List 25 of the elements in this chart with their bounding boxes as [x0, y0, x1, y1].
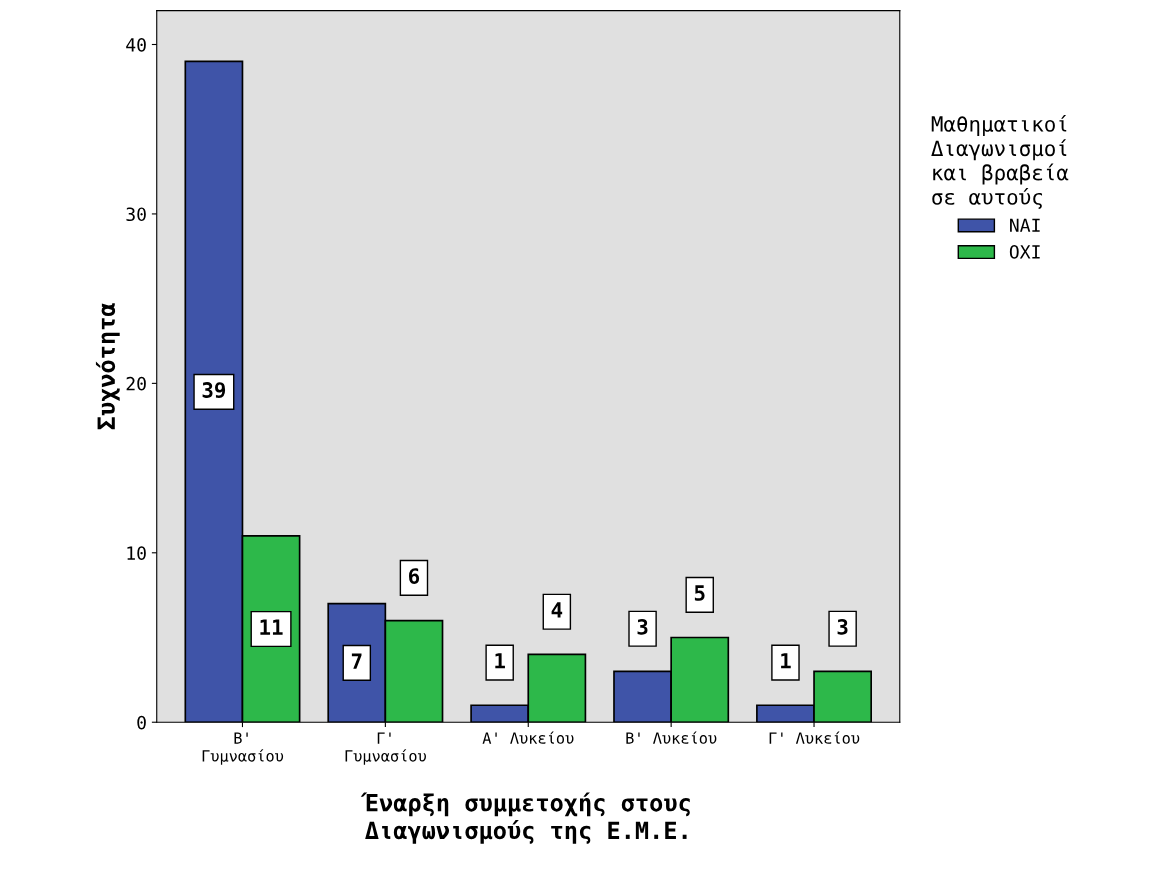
legend-label: ΝΑΙ: [1010, 218, 1040, 232]
legend-title: Μαθηματικοί Διαγωνισμοί και βραβεία σε αυτούς: [931, 114, 1069, 209]
x-tick-label: Α' Λυκείου: [482, 731, 574, 744]
y-axis-title: Συχνότητα: [95, 303, 120, 430]
y-tick-label: 0: [137, 715, 146, 730]
data-label: 39: [202, 382, 226, 398]
data-label: 7: [351, 653, 362, 669]
data-label: 3: [837, 618, 848, 635]
y-tick-label: 40: [126, 38, 146, 52]
data-label: 6: [409, 568, 420, 584]
y-tick-label: 20: [126, 376, 146, 391]
x-tick-label: Γ' Λυκείου: [769, 731, 860, 744]
x-tick-label: Γ' Γυμνασίου: [345, 732, 426, 765]
data-label: 5: [694, 585, 705, 601]
y-tick-label: 30: [126, 207, 146, 222]
x-axis-title: Έναρξη συμμετοχής στους Διαγωνισμούς της Ε.Μ.Ε.: [360, 792, 690, 844]
x-tick-label: Β' Γυμνασίου: [202, 732, 284, 765]
data-label: 3: [637, 618, 648, 635]
data-label: 4: [551, 602, 563, 618]
data-label: 1: [781, 653, 791, 669]
data-label: 11: [260, 619, 283, 635]
data-label: 1: [495, 653, 505, 669]
x-tick-label: Β' Λυκείου: [626, 731, 717, 744]
y-tick-label: 10: [127, 546, 146, 560]
legend-label: ΟΧΙ: [1009, 244, 1040, 259]
